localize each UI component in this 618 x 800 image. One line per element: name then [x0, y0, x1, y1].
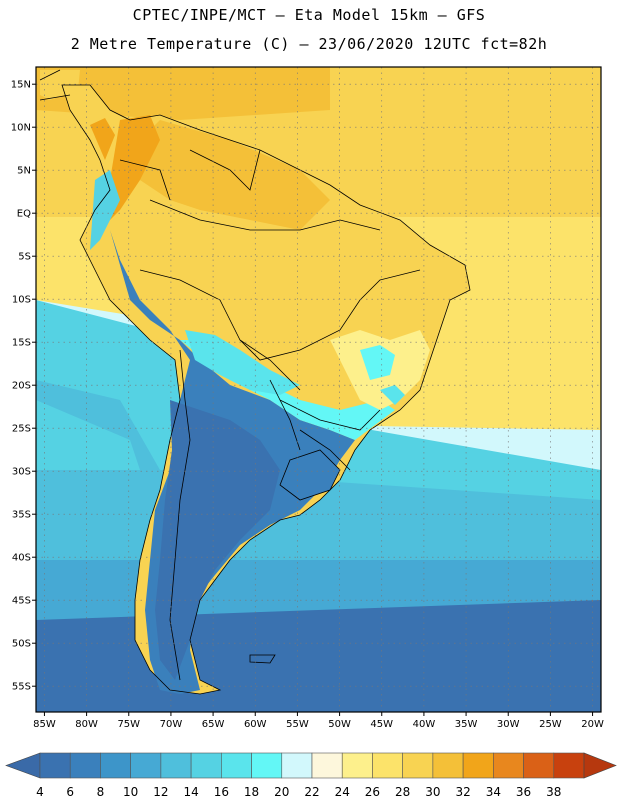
- lat-tick-label: 45S: [12, 596, 31, 607]
- colorbar-label: 8: [97, 785, 105, 799]
- lon-tick-label: 75W: [117, 719, 140, 730]
- lon-tick-label: 40W: [413, 719, 436, 730]
- colorbar-label: 22: [304, 785, 319, 799]
- lon-tick-label: 30W: [497, 719, 520, 730]
- title-line-1: CPTEC/INPE/MCT – Eta Model 15km – GFS: [132, 6, 486, 24]
- colorbar-swatch: [221, 752, 252, 779]
- lon-tick-label: 50W: [328, 719, 351, 730]
- lat-tick-label: 15S: [12, 338, 31, 349]
- lat-tick-label: 5S: [18, 252, 31, 263]
- lon-tick-label: 25W: [539, 719, 562, 730]
- map-frame: [35, 66, 602, 713]
- latitude-labels: 15N 10N 5N EQ 5S 10S 15S 20S 25S 30S 35S 40S 45S 50S 5…: [11, 80, 36, 693]
- colorbar-label: 16: [214, 785, 229, 799]
- lat-tick-label: 30S: [12, 467, 31, 478]
- colorbar-label: 30: [425, 785, 440, 799]
- lat-tick-label: 35S: [12, 510, 31, 521]
- lat-tick-label: 10N: [11, 123, 31, 134]
- colorbar-label: 32: [455, 785, 470, 799]
- colorbar-swatch: [402, 752, 434, 779]
- colorbar-label: 38: [546, 785, 561, 799]
- colorbar-swatch: [190, 752, 222, 779]
- colorbar-swatch: [251, 752, 283, 779]
- colorbar-label: 14: [183, 785, 198, 799]
- colorbar-swatch: [100, 752, 131, 779]
- lon-tick-label: 45W: [370, 719, 393, 730]
- colorbar-right-arrow: [583, 752, 617, 779]
- colorbar-label: 36: [516, 785, 531, 799]
- colorbar-label: 12: [153, 785, 168, 799]
- lon-tick-label: 85W: [33, 719, 56, 730]
- colorbar-swatch: [493, 752, 524, 779]
- lat-tick-label: EQ: [17, 209, 31, 220]
- colorbar-swatch: [372, 752, 403, 779]
- lon-tick-label: 65W: [202, 719, 225, 730]
- colorbar-left-arrow: [5, 752, 41, 779]
- colorbar: 4 6 8 10 12 14 16 18 20 22 24 26 28 30 32 34 36 38: [5, 752, 617, 799]
- colorbar-label: 34: [486, 785, 501, 799]
- lon-tick-label: 80W: [75, 719, 98, 730]
- colorbar-label: 20: [274, 785, 289, 799]
- lat-tick-label: 50S: [12, 639, 31, 650]
- lat-tick-label: 40S: [12, 553, 31, 564]
- colorbar-label: 28: [395, 785, 410, 799]
- lon-tick-label: 35W: [455, 719, 478, 730]
- colorbar-swatch: [462, 752, 494, 779]
- lon-tick-label: 70W: [160, 719, 183, 730]
- colorbar-label: 24: [335, 785, 350, 799]
- lon-tick-label: 20W: [581, 719, 604, 730]
- lat-tick-label: 25S: [12, 424, 31, 435]
- lat-tick-label: 15N: [11, 80, 31, 91]
- colorbar-swatch: [553, 752, 585, 779]
- colorbar-label: 26: [365, 785, 380, 799]
- colorbar-swatch: [69, 752, 101, 779]
- colorbar-swatch: [130, 752, 162, 779]
- temperature-field: [36, 67, 601, 712]
- colorbar-swatch: [341, 752, 373, 779]
- map-gridlines: [36, 67, 601, 712]
- colorbar-label: 10: [123, 785, 138, 799]
- title-line-2: 2 Metre Temperature (C) – 23/06/2020 12U…: [70, 35, 548, 53]
- lat-tick-label: 55S: [12, 682, 31, 693]
- colorbar-swatch: [160, 752, 192, 779]
- lon-tick-label: 55W: [286, 719, 309, 730]
- colorbar-label: 18: [244, 785, 259, 799]
- lat-tick-label: 10S: [12, 295, 31, 306]
- lon-tick-label: 60W: [244, 719, 267, 730]
- country-borders: [39, 69, 471, 695]
- colorbar-swatch: [523, 752, 555, 779]
- longitude-labels: 85W 80W 75W 70W 65W 60W 55W 50W 45W 40W 35W 30W 25W 2…: [33, 712, 604, 730]
- lat-tick-label: 20S: [12, 381, 31, 392]
- colorbar-swatch: [39, 752, 71, 779]
- colorbar-swatch: [281, 752, 313, 779]
- colorbar-swatch: [432, 752, 464, 779]
- colorbar-label: 4: [36, 785, 44, 799]
- colorbar-label: 6: [66, 785, 74, 799]
- colorbar-swatch: [311, 752, 343, 779]
- lat-tick-label: 5N: [17, 166, 31, 177]
